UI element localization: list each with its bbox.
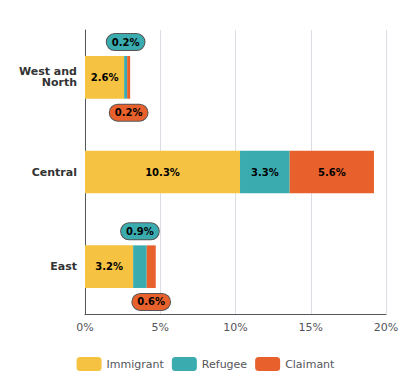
svg-text:Claimant: Claimant — [285, 358, 335, 371]
svg-text:East: East — [50, 260, 77, 273]
svg-text:3.3%: 3.3% — [251, 167, 279, 178]
svg-text:10.3%: 10.3% — [145, 167, 180, 178]
svg-text:Central: Central — [32, 166, 77, 179]
svg-text:West and: West and — [19, 65, 77, 79]
svg-text:0.6%: 0.6% — [137, 296, 165, 307]
svg-text:20%: 20% — [374, 321, 398, 334]
svg-text:North: North — [42, 76, 77, 89]
svg-text:2.6%: 2.6% — [91, 72, 119, 83]
svg-text:0%: 0% — [76, 321, 93, 334]
svg-text:Immigrant: Immigrant — [107, 358, 165, 371]
svg-text:0.9%: 0.9% — [126, 226, 154, 237]
svg-text:15%: 15% — [299, 321, 323, 334]
svg-text:10%: 10% — [223, 321, 247, 334]
svg-text:0.2%: 0.2% — [112, 37, 140, 48]
svg-text:5.6%: 5.6% — [318, 167, 346, 178]
svg-text:0.2%: 0.2% — [115, 107, 143, 118]
svg-text:3.2%: 3.2% — [95, 261, 123, 272]
svg-text:Refugee: Refugee — [202, 358, 248, 371]
svg-text:5%: 5% — [152, 321, 169, 334]
